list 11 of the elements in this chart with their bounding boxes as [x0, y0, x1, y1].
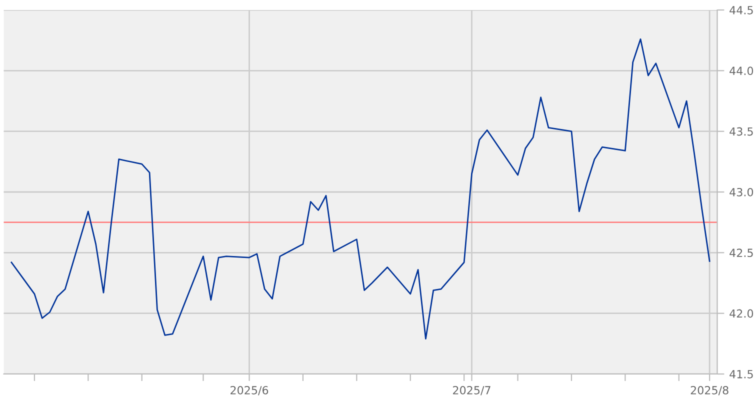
- line-series: [10, 38, 710, 340]
- x-tick-label: 2025/7: [453, 386, 490, 396]
- y-tick-label: 43.0: [730, 188, 754, 196]
- y-tick-label: 44.0: [730, 66, 754, 76]
- y-tick-label: 43.5: [730, 127, 753, 136]
- y-tick-label: 41.5: [730, 370, 753, 378]
- x-tick-label: 2025/8: [690, 386, 728, 396]
- x-tick-label: 2025/6: [230, 386, 268, 396]
- y-tick-label: 44.5: [730, 6, 753, 14]
- y-tick-label: 42.5: [730, 248, 753, 258]
- y-tick-label: 42.0: [730, 309, 754, 318]
